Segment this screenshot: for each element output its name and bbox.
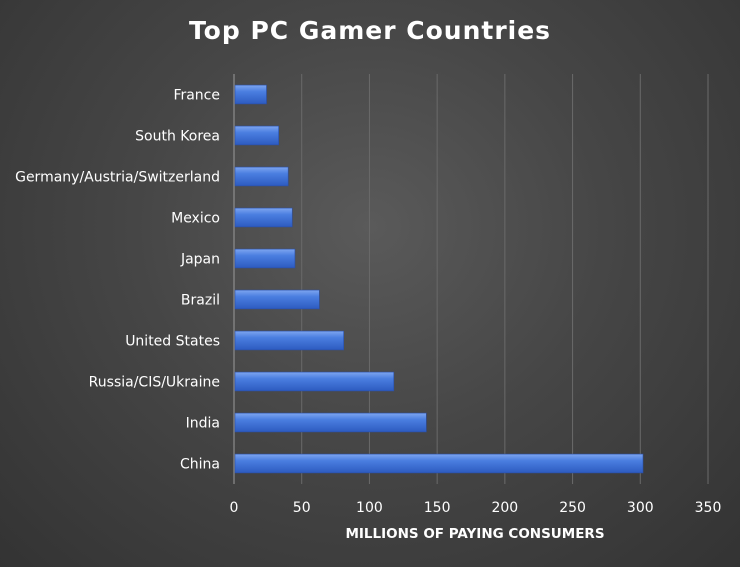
- category-label: United States: [125, 334, 220, 350]
- chart-title: Top PC Gamer Countries: [188, 16, 552, 45]
- bar: [234, 248, 296, 269]
- bar: [234, 453, 644, 474]
- gridlines: [301, 74, 709, 484]
- category-label: Brazil: [181, 293, 220, 309]
- category-label: Russia/CIS/Ukraine: [89, 375, 220, 391]
- x-tick-label: 100: [356, 500, 383, 516]
- category-label: Germany/Austria/Switzerland: [15, 170, 220, 186]
- bar: [234, 125, 279, 146]
- bar: [234, 166, 289, 187]
- bars: [234, 84, 644, 474]
- x-axis-title: MILLIONS OF PAYING CONSUMERS: [345, 526, 604, 542]
- bar: [234, 207, 293, 228]
- category-label: Mexico: [171, 211, 220, 227]
- category-label: Japan: [180, 252, 220, 268]
- x-tick-label: 200: [491, 500, 518, 516]
- x-tick-labels: 0 50 100 150 200 250 300 350: [230, 500, 722, 516]
- category-labels: China India Russia/CIS/Ukraine United State…: [15, 88, 220, 473]
- category-label: France: [173, 88, 220, 104]
- bar: [234, 371, 395, 392]
- category-label: India: [186, 416, 220, 432]
- x-tick-label: 350: [695, 500, 722, 516]
- x-tick-label: 300: [627, 500, 654, 516]
- bar: [234, 412, 427, 433]
- x-tick-label: 0: [230, 500, 239, 516]
- category-label: South Korea: [135, 129, 220, 145]
- bar: [234, 84, 267, 105]
- x-tick-label: 50: [293, 500, 311, 516]
- x-tick-label: 150: [424, 500, 451, 516]
- bar: [234, 289, 320, 310]
- x-tick-label: 250: [559, 500, 586, 516]
- category-label: China: [180, 457, 220, 473]
- bar: [234, 330, 344, 351]
